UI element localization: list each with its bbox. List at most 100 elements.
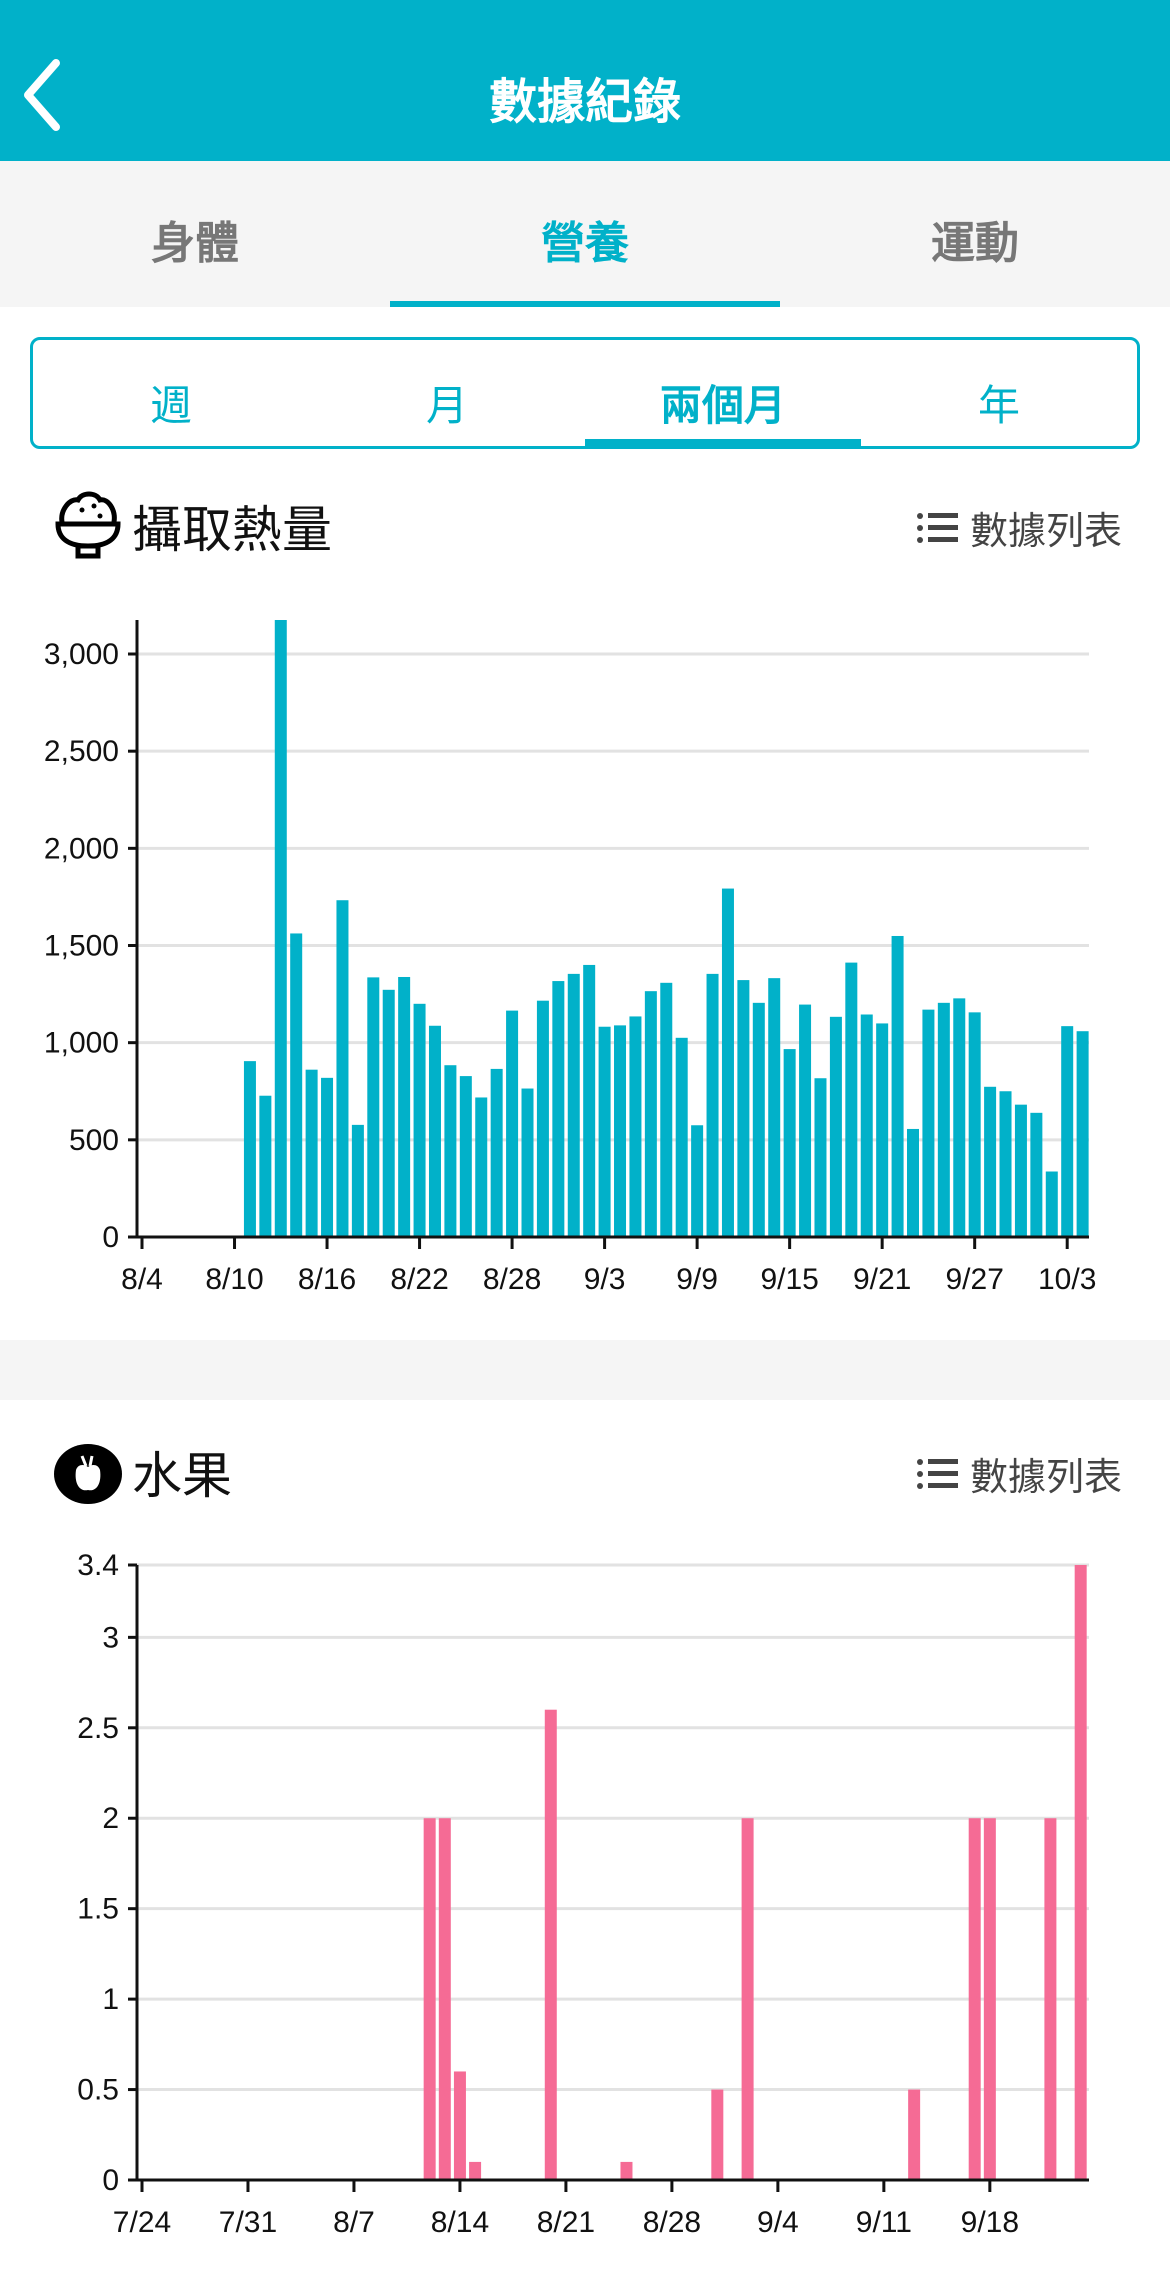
list-icon [916,512,958,543]
bar-9/6 [644,991,657,1237]
period-week[interactable]: 週 [149,381,192,430]
bar-8/31 [711,2089,724,2180]
period-month[interactable]: 月 [425,381,468,430]
x-tick-label: 9/4 [757,2206,799,2239]
bar-8/11 [243,1061,256,1237]
bar-8/24 [444,1065,457,1237]
bar-9/4 [614,1025,627,1237]
bar-8/14 [290,933,303,1237]
y-tick-label: 500 [69,1124,119,1157]
bar-9/2 [583,964,596,1237]
category-tabs: 身體 營養 運動 [0,161,1170,307]
x-tick-label: 8/7 [333,2206,375,2239]
bar-10/2 [1045,1171,1058,1237]
section-title: 攝取熱量 [132,501,332,559]
period-two-months[interactable]: 兩個月 [585,340,861,446]
y-tick-label: 2.5 [77,1712,119,1745]
x-tick-label: 9/11 [856,2206,912,2239]
bar-9/16 [799,1004,812,1237]
bar-9/24 [922,1009,935,1237]
period-year[interactable]: 年 [977,381,1020,430]
data-list-button[interactable]: 數據列表 [916,1446,1122,1501]
bar-9/17 [814,1078,827,1237]
bar-9/11 [721,888,734,1237]
tab-exercise[interactable]: 運動 [931,218,1019,269]
bar-9/22 [1044,1818,1057,2180]
x-tick-label: 9/21 [853,1263,911,1296]
x-tick-label: 9/3 [584,1263,626,1296]
bar-8/27 [490,1068,503,1237]
bar-8/14 [453,2071,466,2180]
y-tick-label: 1.5 [77,1893,119,1926]
x-tick-label: 8/16 [298,1263,356,1296]
y-tick-label: 1,000 [44,1027,119,1060]
bar-8/23 [428,1025,441,1237]
rice-bowl-icon [55,491,121,559]
period-selector: 週 月 兩個月 年 [30,337,1140,449]
bar-10/4 [1076,1031,1089,1237]
bar-9/18 [983,1818,996,2180]
tab-nutrition[interactable]: 營養 [390,161,780,307]
bar-8/25 [620,2161,633,2180]
bar-10/3 [1061,1026,1074,1237]
data-list-label: 數據列表 [969,509,1122,553]
apple-icon [54,1444,122,1504]
bar-8/13 [274,620,287,1237]
chevron-left-icon[interactable] [18,55,68,135]
bar-8/29 [521,1088,534,1237]
data-list-button[interactable]: 數據列表 [916,500,1122,555]
y-tick-label: 3 [102,1621,119,1654]
bar-9/28 [984,1086,997,1237]
x-tick-label: 8/28 [643,2206,701,2239]
bar-8/15 [469,2161,482,2180]
bar-8/28 [506,1010,519,1237]
bar-8/20 [544,1709,557,2180]
y-tick-label: 0 [102,1221,119,1254]
bar-9/30 [1014,1104,1027,1237]
bar-8/17 [336,900,349,1237]
bar-8/21 [398,976,411,1237]
fruit-chart: 0 0.5 1 1.5 2 2.5 3 3.4 7/24 7/31 8/7 8/14 8/21 8/28 9… [77,1549,1089,2239]
x-tick-label: 7/24 [113,2206,171,2239]
list-icon [916,1458,958,1489]
y-tick-label: 2,500 [44,735,119,768]
x-tick-label: 8/22 [390,1263,448,1296]
x-tick-label: 8/21 [537,2206,595,2239]
x-tick-label: 9/27 [945,1263,1003,1296]
y-tick-label: 1,500 [44,930,119,963]
bar-8/30 [536,1000,549,1237]
bar-9/9 [691,1125,704,1237]
bar-8/18 [351,1124,364,1237]
section-divider [0,1340,1170,1400]
bar-9/14 [768,978,781,1237]
bar-9/18 [829,1016,842,1237]
bar-9/26 [953,998,966,1237]
bar-8/22 [413,1003,426,1237]
tab-body[interactable]: 身體 [151,218,239,269]
bar-9/29 [999,1091,1012,1237]
bar-8/26 [475,1097,488,1237]
y-tick-label: 0 [102,2164,119,2197]
bar-9/27 [968,1012,981,1237]
bar-8/12 [259,1095,272,1237]
bar-9/10 [706,973,719,1237]
calorie-section-header: 攝取熱量 數據列表 [0,482,1170,562]
bar-9/2 [741,1818,754,2180]
x-tick-label: 9/9 [676,1263,718,1296]
x-tick-label: 9/15 [760,1263,818,1296]
bar-8/12 [423,1818,436,2180]
y-tick-label: 0.5 [77,2074,119,2107]
bar-9/13 [908,2089,921,2180]
page-title: 數據紀錄 [488,74,681,130]
bar-9/5 [629,1016,642,1237]
bar-9/20 [860,1014,873,1237]
bar-9/25 [937,1002,950,1237]
bar-9/24 [1074,1565,1087,2180]
app-header: 數據紀錄 [0,0,1170,161]
x-tick-label: 8/10 [205,1263,263,1296]
bar-9/17 [968,1818,981,2180]
x-tick-label: 8/14 [431,2206,489,2239]
bar-9/22 [891,935,904,1237]
bar-9/15 [783,1049,796,1237]
bar-9/21 [876,1023,889,1237]
